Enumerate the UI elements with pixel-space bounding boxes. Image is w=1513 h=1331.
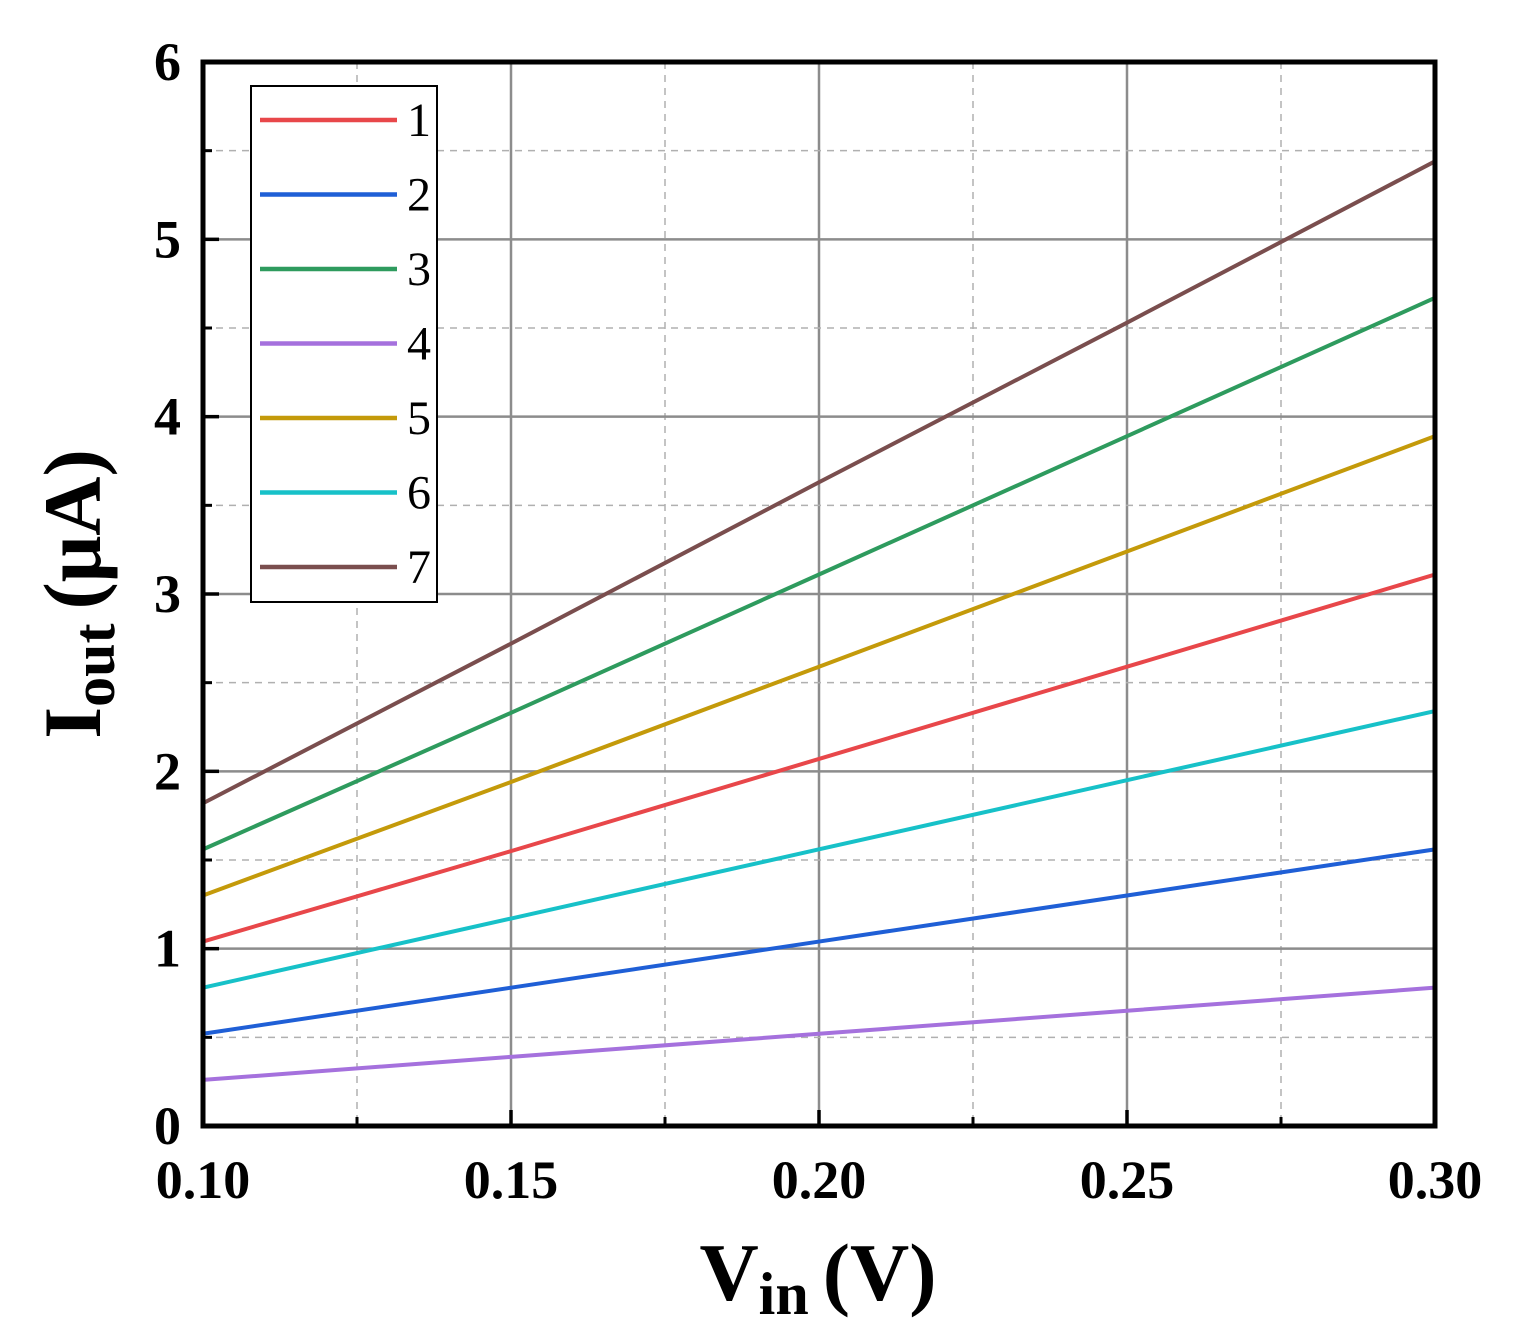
axis-ticks (201, 60, 1437, 1128)
y-tick-label: 1 (154, 919, 181, 979)
x-axis-title: Vin (V) (699, 1227, 936, 1327)
legend-label-4: 4 (407, 318, 431, 371)
x-tick-label: 0.15 (464, 1150, 559, 1210)
legend-label-2: 2 (407, 169, 431, 222)
series-line-5 (202, 434, 1436, 898)
y-tick-label: 5 (154, 209, 181, 269)
x-tick-label: 0.30 (1388, 1150, 1483, 1210)
y-tick-labels: 0 1 2 3 4 5 6 (154, 32, 181, 1156)
series-line-2 (202, 847, 1436, 1036)
series-line-3 (202, 296, 1436, 852)
y-axis-title-sub: out (61, 624, 127, 707)
series-line-4 (202, 985, 1436, 1082)
y-axis-title: Iout (μA) (27, 449, 127, 739)
legend: 1 2 3 4 5 6 7 (250, 85, 438, 603)
x-tick-label: 0.25 (1080, 1150, 1175, 1210)
x-tick-label: 0.10 (156, 1150, 251, 1210)
y-tick-label: 3 (154, 564, 181, 624)
series-line-7 (202, 159, 1436, 806)
legend-label-3: 3 (407, 243, 431, 296)
legend-label-1: 1 (407, 94, 431, 147)
legend-label-5: 5 (407, 392, 431, 445)
x-tick-label: 0.20 (772, 1150, 867, 1210)
series-line-6 (202, 709, 1436, 990)
y-tick-label: 0 (154, 1096, 181, 1156)
x-axis-title-unit: (V) (823, 1227, 937, 1318)
y-axis-title-unit: (μA) (27, 449, 118, 609)
y-tick-label: 4 (154, 387, 181, 447)
legend-label-6: 6 (407, 467, 431, 520)
y-axis-title-main: I (27, 707, 118, 739)
y-tick-label: 6 (154, 32, 181, 92)
legend-label-7: 7 (407, 541, 431, 594)
x-axis-title-main: V (699, 1227, 758, 1318)
y-tick-label: 2 (154, 741, 181, 801)
x-axis-title-sub: in (759, 1261, 809, 1327)
series-line-1 (202, 572, 1436, 944)
x-tick-labels: 0.10 0.15 0.20 0.25 0.30 (156, 1150, 1483, 1210)
series-lines (202, 159, 1436, 1082)
